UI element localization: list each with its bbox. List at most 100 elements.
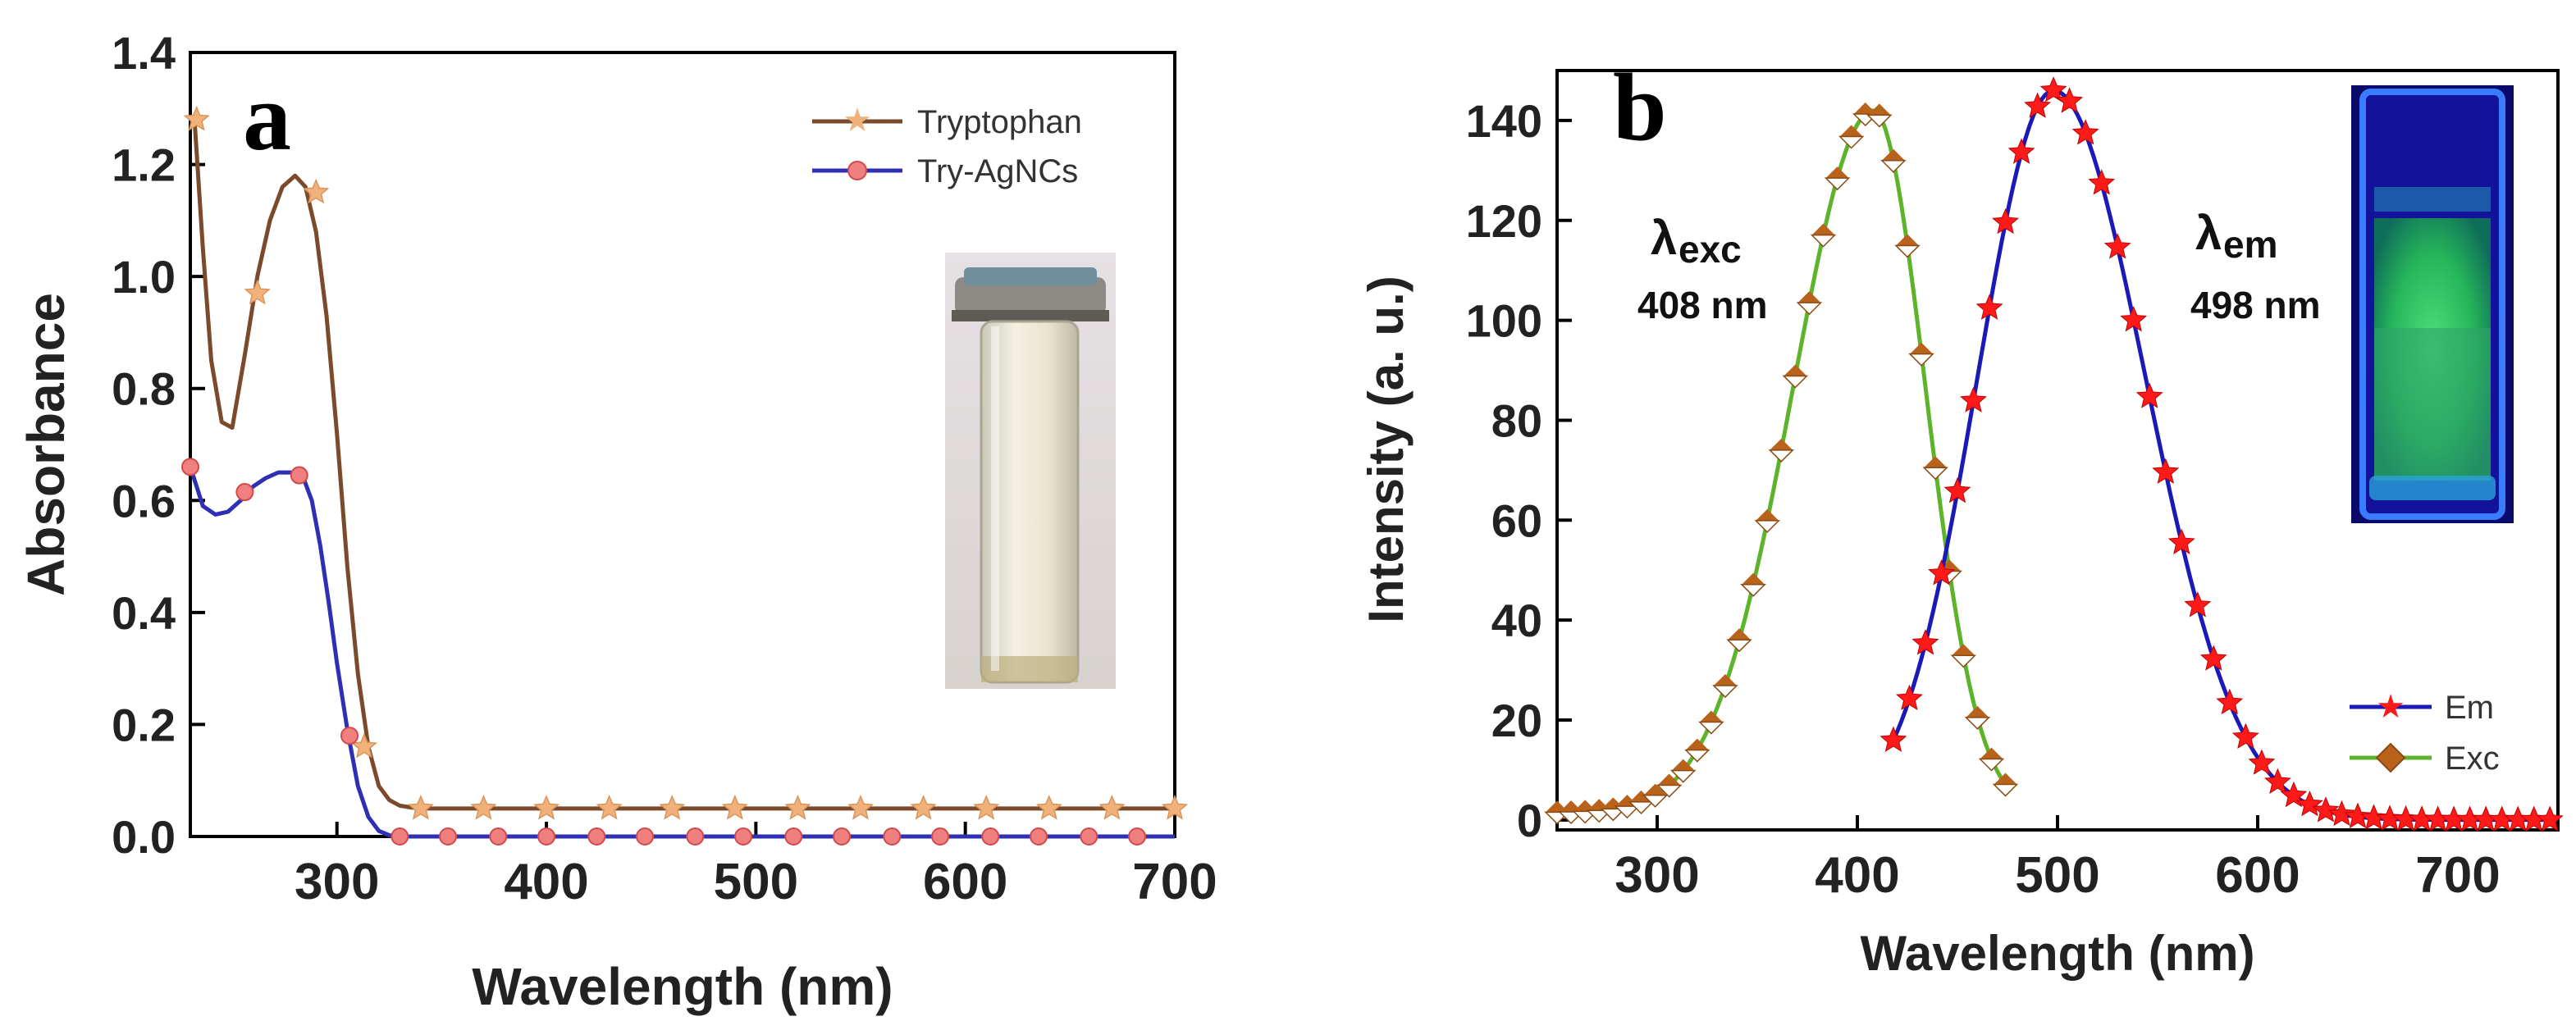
data-point-exc	[1768, 438, 1795, 463]
data-point-exc	[1656, 773, 1683, 798]
x-tick-label: 700	[2415, 847, 2500, 904]
data-point-agncs	[883, 827, 902, 846]
data-point-exc	[1683, 738, 1710, 763]
data-point-exc	[1782, 364, 1809, 389]
data-point-agncs	[1030, 827, 1048, 846]
x-tick-label: 400	[504, 854, 588, 910]
data-point-em	[2184, 591, 2212, 618]
data-point-exc	[1698, 710, 1724, 735]
data-point-em	[2103, 233, 2131, 259]
data-point-tryptophan	[784, 794, 811, 820]
panel-a-series	[181, 105, 1189, 846]
annotation-exc-value: 408 nm	[1637, 284, 1768, 326]
data-point-exc	[1669, 759, 1697, 783]
data-point-exc	[1810, 223, 1837, 248]
data-point-em	[2360, 804, 2387, 830]
panel-a-y-axis-title: Absorbance	[16, 293, 75, 596]
data-point-tryptophan	[1098, 794, 1126, 820]
data-point-tryptophan	[847, 794, 875, 820]
data-point-em	[2263, 768, 2291, 794]
x-tick-label: 300	[1615, 847, 1699, 904]
data-point-em	[2344, 802, 2372, 829]
data-point-em	[2039, 76, 2067, 103]
y-tick-label: 40	[1491, 595, 1542, 646]
data-point-agncs	[686, 827, 705, 846]
panel-b-series	[1544, 76, 2564, 832]
data-point-tryptophan	[659, 794, 686, 820]
x-tick-label: 500	[2015, 847, 2099, 904]
legend-star-em: ★	[2376, 689, 2405, 725]
y-tick-label: 0.2	[112, 699, 176, 750]
y-tick-label: 60	[1491, 495, 1542, 546]
data-point-exc	[1908, 342, 1934, 367]
data-point-em	[2024, 92, 2052, 118]
series-line-tryptophan	[192, 119, 1175, 811]
data-point-agncs	[340, 727, 359, 745]
annotation-excitation: λ exc 408 nm	[1637, 212, 1768, 326]
panel-b-letter: b	[1613, 53, 1667, 161]
data-point-agncs	[784, 827, 803, 846]
data-point-agncs	[981, 827, 1000, 846]
panel-a-inset-vial-photo	[945, 253, 1116, 689]
panel-b-y-axis-title: Intensity (a. u.)	[1359, 276, 1414, 622]
data-point-em	[2056, 87, 2084, 113]
data-point-agncs	[489, 827, 508, 846]
panel-a-legend: ★ Tryptophan Try-AgNCs	[812, 103, 1082, 189]
data-point-tryptophan	[532, 794, 560, 820]
data-point-agncs	[391, 827, 409, 846]
data-point-tryptophan	[721, 794, 748, 820]
data-point-exc	[1978, 747, 2005, 772]
data-point-em	[1943, 476, 1971, 504]
legend-label-em: Em	[2445, 690, 2494, 726]
data-point-em	[2007, 138, 2035, 164]
data-point-tryptophan	[183, 105, 210, 131]
data-point-em	[1895, 684, 1923, 711]
data-point-tryptophan	[1161, 794, 1189, 820]
data-point-exc	[1894, 234, 1921, 258]
data-point-em	[2536, 805, 2564, 832]
data-point-tryptophan	[350, 732, 378, 759]
data-point-exc	[1880, 148, 1907, 173]
panel-a-absorbance-chart: 300 400 500 600 7000.00.20.40.60.81.01.21.4 …	[16, 27, 1217, 1016]
y-tick-label: 20	[1491, 695, 1542, 746]
annotation-em-symbol: λ	[2195, 207, 2222, 260]
data-point-em	[2231, 722, 2259, 750]
x-tick-label: 700	[1132, 854, 1217, 910]
panel-b-x-axis-title: Wavelength (nm)	[1860, 926, 2254, 981]
data-point-tryptophan	[910, 794, 937, 820]
data-point-agncs	[439, 827, 458, 846]
annotation-emission: λ em 498 nm	[2190, 207, 2321, 326]
data-point-em	[1992, 207, 2020, 235]
legend-label-tryptophan: Tryptophan	[917, 104, 1082, 140]
y-tick-label: 120	[1466, 195, 1542, 247]
y-tick-label: 1.0	[112, 251, 176, 303]
data-point-em	[2071, 119, 2099, 145]
y-tick-label: 1.4	[112, 27, 176, 79]
data-point-agncs	[181, 458, 199, 476]
data-point-em	[1911, 629, 1939, 655]
x-tick-label: 600	[2215, 847, 2300, 904]
y-tick-label: 100	[1466, 295, 1542, 347]
data-point-agncs	[1128, 827, 1147, 846]
y-tick-label: 0.6	[112, 475, 176, 526]
x-tick-label: 300	[295, 854, 379, 910]
legend-star-tryptophan: ★	[843, 103, 872, 139]
data-point-exc	[1754, 508, 1781, 533]
annotation-exc-symbol: λ	[1651, 212, 1677, 265]
data-point-agncs	[235, 483, 254, 502]
data-point-em	[2167, 528, 2195, 554]
data-point-em	[1975, 294, 2003, 320]
data-point-agncs	[587, 827, 606, 846]
data-point-agncs	[537, 827, 556, 846]
legend-label-exc: Exc	[2445, 741, 2500, 777]
legend-label-agncs: Try-AgNCs	[917, 153, 1078, 189]
data-point-em	[2135, 382, 2163, 408]
data-point-em	[1879, 726, 1907, 752]
data-point-exc	[1726, 628, 1752, 653]
data-point-agncs	[734, 827, 753, 846]
annotation-em-subscript: em	[2223, 223, 2277, 266]
data-point-exc	[1838, 125, 1865, 149]
panel-a-x-axis-title: Wavelength (nm)	[472, 957, 893, 1016]
data-point-exc	[1866, 103, 1893, 128]
